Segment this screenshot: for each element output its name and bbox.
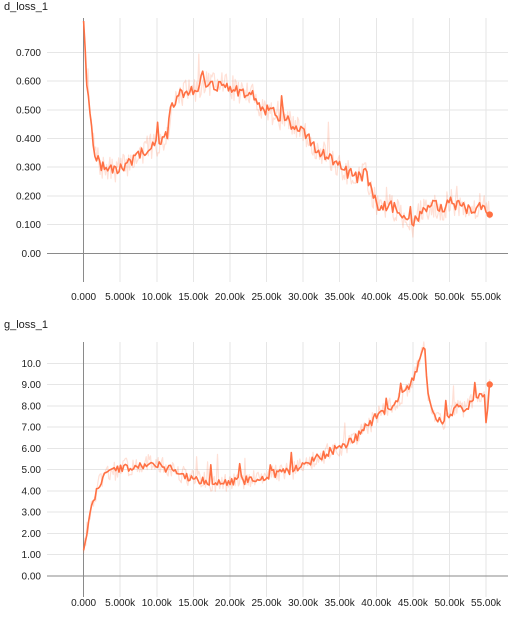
y-tick-label: 0.200	[16, 191, 41, 202]
series-raw-line	[83, 24, 491, 238]
y-tick-label: 0.00	[22, 571, 42, 582]
y-tick-label: 0.00	[22, 249, 42, 260]
y-tick-label: 1.00	[22, 550, 42, 561]
x-tick-label: 25.00k	[252, 292, 283, 303]
x-tick-label: 5.000k	[105, 292, 136, 303]
g-loss-chart: 0.000 5.000k 10.00k 15.00k 20.00k 25.00k 30.00…	[22, 341, 508, 609]
y-tick-label: 5.00	[22, 465, 42, 476]
series-raw-line	[83, 341, 491, 554]
x-tick-label: 30.00k	[288, 292, 319, 303]
series-endpoint-marker[interactable]	[486, 211, 493, 218]
chart-title: d_loss_1	[4, 1, 49, 13]
series-endpoint-marker[interactable]	[486, 381, 493, 388]
x-tick-label: 45.00k	[398, 598, 429, 609]
y-tick-label: 0.500	[16, 105, 41, 116]
chart-title: g_loss_1	[4, 319, 49, 331]
x-tick-label: 20.00k	[215, 292, 246, 303]
x-tick-label: 40.00k	[361, 292, 392, 303]
x-tick-label: 0.000	[71, 598, 96, 609]
series-smoothed-line	[82, 346, 491, 551]
y-tick-label: 7.00	[22, 423, 42, 434]
x-tick-label: 40.00k	[361, 598, 392, 609]
x-tick-label: 55.00k	[471, 598, 502, 609]
x-tick-label: 50.00k	[434, 292, 465, 303]
y-tick-label: 6.00	[22, 444, 42, 455]
x-tick-label: 50.00k	[434, 598, 465, 609]
d-loss-chart: 0.000 5.000k 10.00k 15.00k 20.00k 25.00k 30.00…	[16, 18, 508, 303]
x-tick-label: 15.00k	[178, 292, 209, 303]
x-tick-label: 15.00k	[178, 598, 209, 609]
series-smoothed-line	[82, 20, 491, 227]
y-tick-label: 0.100	[16, 220, 41, 231]
y-tick-label: 9.00	[22, 380, 42, 391]
x-tick-label: 0.000	[71, 292, 96, 303]
y-tick-label: 3.00	[22, 508, 42, 519]
y-tick-label: 4.00	[22, 486, 42, 497]
y-tick-label: 0.400	[16, 134, 41, 145]
x-tick-label: 5.000k	[105, 598, 136, 609]
x-tick-label: 10.00k	[142, 598, 173, 609]
chart-panel-d-loss: d_loss_1 0.000 5.000k 10.00k 15.00k 20.00k 25…	[0, 0, 531, 310]
y-tick-label: 0.600	[16, 77, 41, 88]
x-tick-label: 20.00k	[215, 598, 246, 609]
x-tick-label: 55.00k	[471, 292, 502, 303]
x-tick-label: 25.00k	[252, 598, 283, 609]
x-tick-label: 30.00k	[288, 598, 319, 609]
y-tick-label: 10.0	[22, 359, 42, 370]
x-tick-label: 45.00k	[398, 292, 429, 303]
y-tick-label: 8.00	[22, 401, 42, 412]
x-tick-label: 35.00k	[325, 598, 356, 609]
y-tick-label: 0.300	[16, 163, 41, 174]
x-tick-label: 35.00k	[325, 292, 356, 303]
y-tick-label: 2.00	[22, 529, 42, 540]
x-tick-label: 10.00k	[142, 292, 173, 303]
y-tick-label: 0.700	[16, 48, 41, 59]
chart-panel-g-loss: g_loss_1 0.000 5.000k 10.00k 15.00k 20.00k 25…	[0, 318, 531, 623]
